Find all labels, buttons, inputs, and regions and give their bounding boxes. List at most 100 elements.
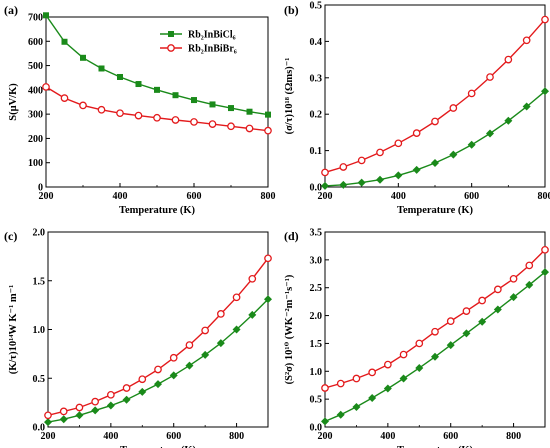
data-point	[44, 411, 52, 420]
x-tick-label: 200	[318, 191, 333, 202]
data-point	[399, 350, 408, 359]
data-point	[376, 148, 384, 157]
data-point	[134, 111, 143, 120]
data-point	[248, 274, 257, 283]
x-tick-label: 800	[261, 191, 276, 202]
data-point	[42, 83, 50, 91]
data-point	[394, 139, 403, 148]
x-tick-label: 600	[187, 191, 202, 202]
data-point	[462, 307, 471, 315]
legend-label: Rb₂InBiBr₆	[188, 44, 237, 55]
data-point	[412, 129, 421, 137]
x-axis-label: Temperature (K)	[120, 445, 197, 448]
data-point	[446, 341, 455, 350]
data-point	[171, 116, 180, 124]
data-point	[232, 325, 241, 334]
data-point	[59, 415, 68, 424]
data-point	[122, 384, 131, 392]
x-tick-label: 800	[538, 191, 550, 202]
data-point	[122, 395, 131, 404]
data-point	[339, 163, 348, 171]
series-cl	[43, 12, 271, 118]
series-line	[48, 298, 268, 423]
data-point	[522, 102, 531, 111]
data-point	[446, 317, 455, 325]
data-point	[509, 293, 518, 302]
data-point	[217, 310, 225, 318]
legend-label: Rb₂InBiCl₆	[188, 30, 236, 41]
data-point	[522, 36, 531, 45]
data-point	[228, 105, 234, 112]
data-point	[486, 129, 494, 138]
data-point	[75, 411, 84, 420]
data-point	[321, 168, 329, 177]
data-point	[185, 341, 194, 349]
plot-frame	[324, 231, 546, 428]
data-point	[209, 101, 216, 108]
y-tick-label: 1.0	[33, 325, 46, 336]
data-point	[336, 410, 345, 419]
x-tick-label: 400	[380, 431, 395, 442]
legend: Rb₂InBiCl₆ Rb₂InBiBr₆	[160, 30, 237, 55]
data-point	[153, 113, 161, 122]
x-tick-label: 400	[391, 191, 406, 202]
data-point	[467, 140, 476, 149]
data-point	[246, 108, 253, 115]
panel-d: 200 400 600 800 0.0 0.5 1.0 1.5 2.0 2.5 3.0 3.5 Temp…	[284, 228, 549, 448]
data-point	[357, 178, 366, 187]
y-tick-label: 2.0	[310, 311, 323, 322]
data-point	[449, 150, 458, 159]
data-point	[154, 380, 162, 389]
data-point	[383, 384, 392, 393]
data-point	[208, 120, 217, 128]
y-tick-label: 0.5	[310, 1, 323, 12]
data-point	[169, 353, 178, 362]
data-point	[248, 310, 257, 319]
data-point	[541, 268, 549, 277]
legend-marker	[168, 31, 174, 37]
y-tick-label: 100	[28, 158, 43, 169]
data-point	[60, 94, 69, 102]
data-point	[116, 109, 124, 118]
data-point	[321, 384, 329, 392]
x-axis-label: Temperature (K)	[119, 205, 196, 216]
y-tick-label: 200	[28, 134, 43, 145]
panel-label: (d)	[284, 229, 299, 243]
panel-label: (b)	[284, 3, 299, 17]
x-tick-label: 600	[443, 431, 458, 442]
data-point	[80, 54, 86, 61]
data-point	[352, 374, 361, 383]
data-point	[415, 339, 424, 348]
data-point	[339, 180, 348, 189]
data-point	[509, 274, 518, 283]
x-axis-label: Temperature (K)	[397, 205, 474, 216]
data-point	[368, 394, 377, 403]
x-tick-label: 600	[464, 191, 479, 202]
data-point	[462, 329, 471, 338]
y-axis-label: S(μV/K)	[8, 83, 19, 121]
data-point	[91, 406, 100, 415]
data-point	[117, 73, 123, 80]
legend-marker	[167, 44, 175, 52]
y-tick-label: 0.0	[33, 423, 46, 434]
x-axis-label: Temperature (K)	[397, 445, 474, 448]
data-point	[541, 245, 549, 254]
data-point	[185, 361, 194, 370]
series-br	[321, 15, 549, 177]
y-tick-label: 0.0	[310, 183, 323, 194]
data-point	[201, 326, 209, 335]
data-point	[98, 65, 105, 72]
data-point	[264, 295, 272, 304]
data-point	[467, 89, 476, 98]
y-tick-label: 300	[28, 110, 43, 121]
data-point	[478, 296, 486, 305]
y-tick-label: 3.0	[310, 255, 323, 266]
data-point	[43, 12, 49, 19]
panel-c: 200 400 600 800 0.0 0.5 1.0 1.5 2.0 Temperature (…	[4, 228, 272, 448]
y-axis-label: (S²σ) 10¹⁰ (WK⁻²m⁻¹s⁻¹)	[284, 274, 295, 384]
plot-frame	[45, 16, 269, 188]
series-br	[321, 245, 549, 392]
y-tick-label: 0.1	[310, 146, 323, 157]
series-br	[42, 83, 272, 135]
y-tick-label: 0.5	[33, 374, 46, 385]
